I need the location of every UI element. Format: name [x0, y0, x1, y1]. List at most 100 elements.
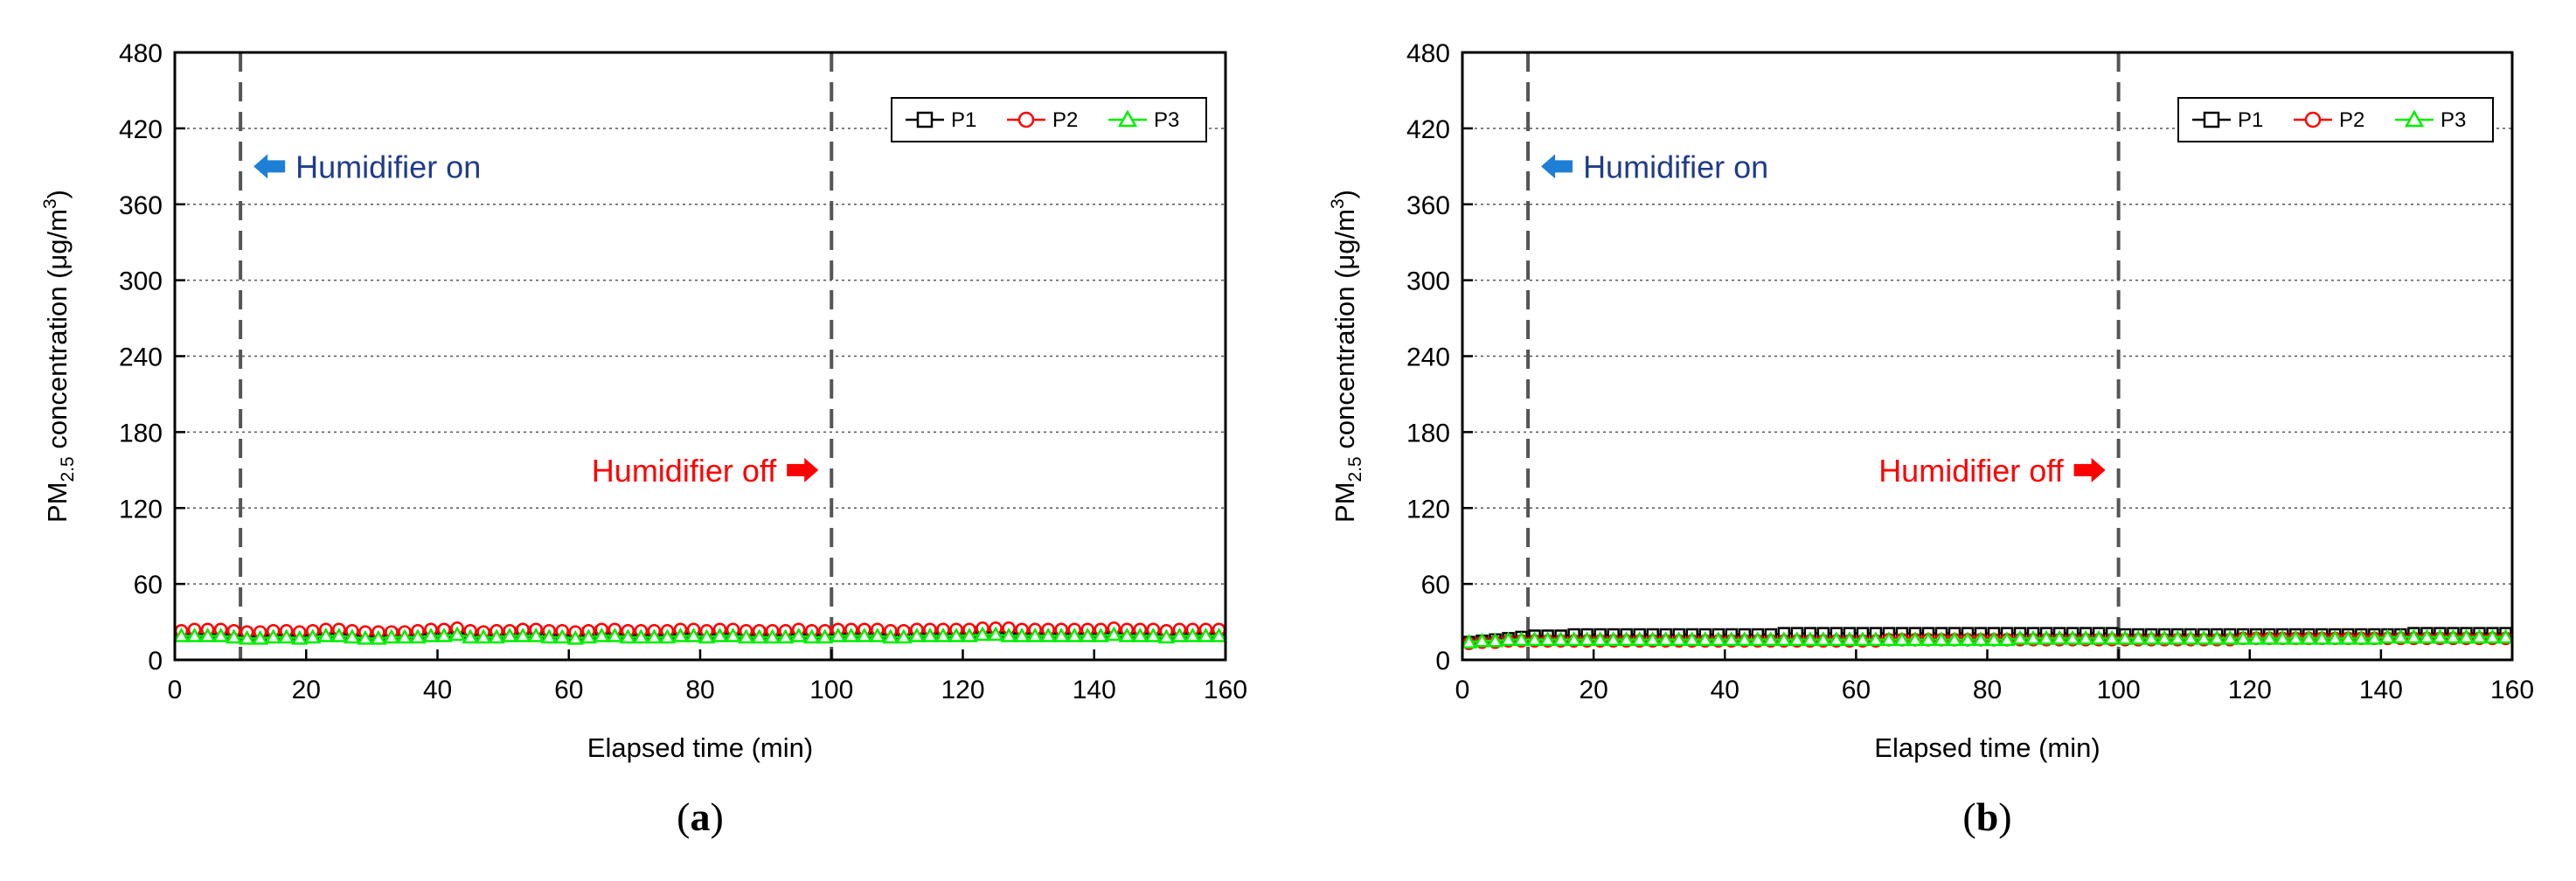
- y-tick-label: 0: [1435, 647, 1450, 676]
- y-title-part: PM: [1330, 482, 1360, 523]
- data-point-P3: [2129, 629, 2147, 645]
- data-point-P3: [961, 627, 978, 642]
- data-point-P3: [2169, 629, 2186, 645]
- legend-label: P1: [951, 108, 976, 132]
- data-point-P3: [1880, 631, 1898, 647]
- legend-label: P2: [1052, 108, 1078, 132]
- data-point-P3: [606, 627, 624, 642]
- data-point-P3: [2038, 629, 2055, 645]
- y-tick-label: 360: [119, 191, 163, 220]
- arrow-left-icon: [253, 154, 286, 179]
- data-point-P3: [2116, 629, 2134, 645]
- annotation-text: Humidifier off: [1878, 453, 2064, 489]
- x-tick-label: 60: [554, 676, 583, 704]
- arrow-shape: [253, 154, 286, 179]
- x-tick-label: 20: [1579, 676, 1607, 704]
- data-point-P3: [658, 628, 677, 644]
- data-point-P3: [1906, 631, 1924, 647]
- data-point-P3: [553, 628, 571, 644]
- data-point-P3: [2103, 629, 2121, 645]
- data-point-P3: [790, 627, 808, 642]
- data-point-P3: [278, 628, 295, 644]
- data-point-P3: [2470, 628, 2489, 644]
- data-point-P3: [2444, 628, 2462, 644]
- annotation-text: Humidifier off: [592, 453, 777, 489]
- y-tick-label: 420: [119, 115, 163, 144]
- data-point-P3: [1591, 631, 1609, 647]
- data-point-P3: [2300, 629, 2317, 645]
- data-point-P3: [2260, 629, 2278, 645]
- data-point-P3: [1867, 631, 1885, 647]
- data-point-P3: [2090, 629, 2107, 645]
- legend: P1 P2 P3: [2177, 97, 2494, 142]
- panel-label-paren: (: [1962, 794, 1975, 839]
- x-axis-title: Elapsed time (min): [587, 732, 813, 763]
- x-tick-label: 140: [2359, 676, 2403, 704]
- y-title-part: ): [42, 190, 73, 198]
- data-point-P3: [645, 628, 663, 644]
- y-title-part: PM: [42, 482, 73, 523]
- y-tick-label: 60: [1421, 571, 1450, 600]
- x-tick-label: 40: [423, 676, 452, 704]
- y-tick-label: 240: [1406, 343, 1450, 372]
- data-point-P3: [619, 628, 637, 644]
- data-point-P3: [684, 627, 703, 642]
- data-point-P3: [934, 627, 952, 642]
- data-point-P3: [1644, 631, 1662, 647]
- data-point-P3: [1920, 631, 1937, 647]
- legend-label: P3: [2441, 108, 2466, 132]
- data-point-P3: [1092, 627, 1109, 642]
- data-point-P3: [1670, 631, 1688, 647]
- data-point-P3: [1657, 631, 1675, 647]
- panel-label-paren: (: [677, 794, 690, 839]
- data-point-P3: [1815, 631, 1832, 647]
- data-point-P3: [763, 628, 781, 644]
- data-point-P3: [1144, 627, 1163, 642]
- arrow-left-icon: [1541, 154, 1573, 179]
- panel-label-letter: b: [1976, 794, 1999, 839]
- x-tick-label: 20: [292, 676, 321, 704]
- x-tick-label: 60: [1842, 676, 1871, 704]
- data-point-P3: [1946, 631, 1963, 647]
- y-tick-label: 480: [1406, 39, 1450, 68]
- x-tick-label: 100: [809, 676, 853, 704]
- data-point-P3: [803, 628, 821, 644]
- data-point-P3: [948, 627, 965, 642]
- data-point-P3: [1013, 627, 1031, 642]
- data-point-P3: [750, 628, 768, 644]
- annotation-text: Humidifier on: [295, 149, 481, 184]
- chart-panel-b: 0 20 40 60 80 100 120 140 160 0 60 120 180 240 300 360 4…: [1328, 39, 2534, 839]
- data-point-P3: [527, 627, 545, 642]
- data-point-P3: [2352, 629, 2371, 645]
- plot-frame: [173, 51, 1227, 662]
- data-point-P3: [2313, 629, 2330, 645]
- data-point-P3: [843, 627, 860, 642]
- x-tick-label: 100: [2097, 676, 2141, 704]
- data-point-P3: [2051, 629, 2068, 645]
- plot-frame: [1461, 51, 2514, 662]
- data-point-P3: [1710, 631, 1727, 647]
- data-point-P3: [908, 627, 926, 642]
- data-point-P3: [514, 627, 531, 642]
- y-tick-label: 240: [119, 343, 163, 372]
- y-tick-label: 360: [1406, 191, 1450, 220]
- data-point-P3: [1170, 627, 1189, 642]
- x-axis-title: Elapsed time (min): [1874, 732, 2100, 763]
- data-point-P3: [1039, 627, 1057, 642]
- x-tick-label: 160: [1204, 676, 1247, 704]
- data-point-P3: [1184, 627, 1202, 642]
- legend-marker-P3: [1117, 109, 1138, 128]
- data-point-P3: [383, 628, 400, 644]
- data-point-P3: [1828, 631, 1845, 647]
- data-point-P3: [987, 626, 1004, 642]
- y-title-part: ): [1330, 190, 1360, 198]
- data-point-P3: [2247, 629, 2265, 645]
- x-tick-label: 40: [1711, 676, 1739, 704]
- data-point-P3: [2365, 629, 2384, 645]
- data-point-P3: [435, 627, 453, 642]
- data-point-P3: [540, 628, 558, 644]
- data-point-P3: [974, 626, 991, 642]
- data-point-P3: [1933, 631, 1950, 647]
- data-point-P3: [2011, 629, 2029, 645]
- x-tick-label: 0: [168, 676, 183, 704]
